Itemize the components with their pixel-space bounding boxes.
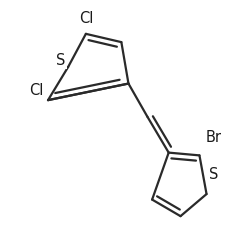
Text: S: S [209, 167, 218, 182]
Text: Cl: Cl [29, 83, 43, 98]
Text: Br: Br [205, 130, 221, 145]
Text: S: S [56, 53, 66, 68]
Text: Cl: Cl [79, 10, 93, 26]
